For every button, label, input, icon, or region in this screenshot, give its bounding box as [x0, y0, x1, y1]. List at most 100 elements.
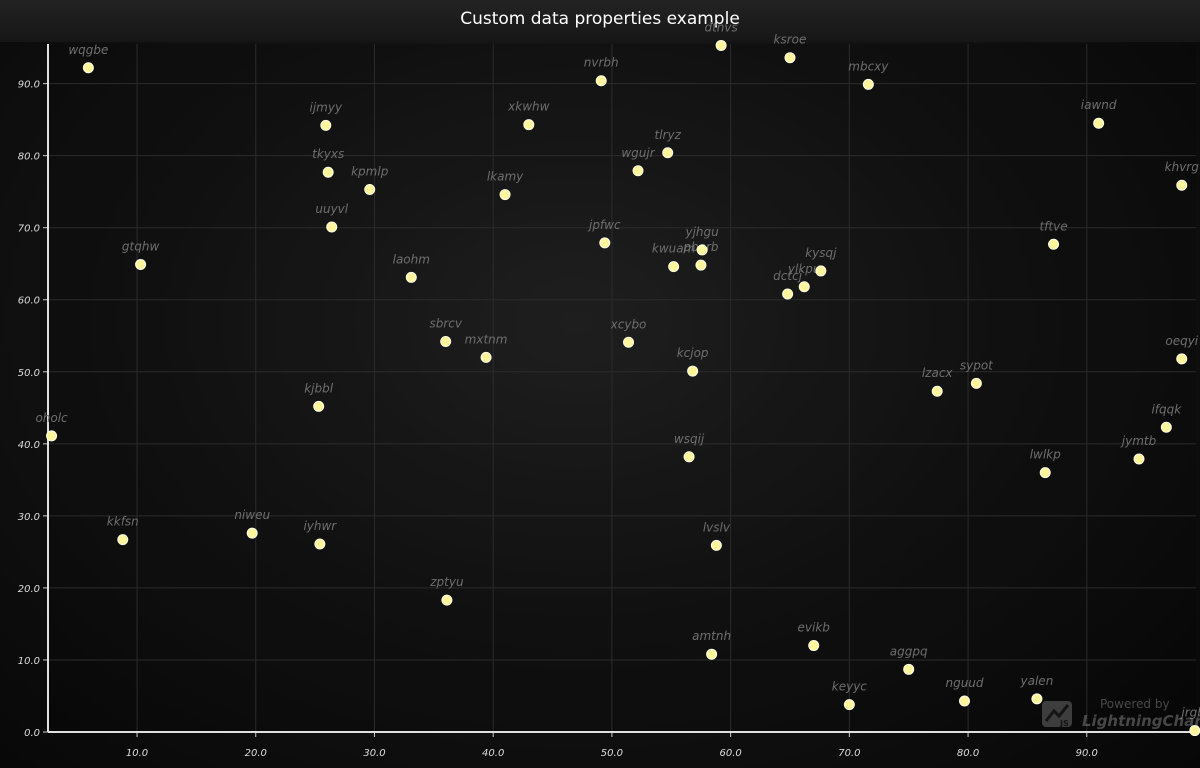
data-point [903, 663, 915, 675]
point-label: wsqij [674, 432, 705, 446]
point-label: laohm [393, 252, 430, 266]
point-label: niweu [234, 508, 270, 522]
data-point [595, 75, 607, 87]
data-point [364, 184, 376, 196]
data-point [782, 288, 794, 300]
data-point [696, 244, 708, 256]
point-label: xkwhw [507, 100, 549, 114]
data-point [117, 534, 129, 546]
point-label: nguud [945, 676, 983, 690]
data-point [808, 640, 820, 652]
data-point [499, 189, 511, 201]
y-tick-label: 60.0 [18, 296, 40, 307]
point-label: aggpq [890, 644, 928, 658]
point-label: lvslv [703, 520, 731, 534]
point-label: tftve [1039, 219, 1067, 233]
point-label: khvrg [1165, 160, 1200, 174]
point-label: jpfwc [587, 218, 621, 232]
point-label: jrgbl [1179, 706, 1200, 720]
data-point [931, 385, 943, 397]
chart-title: Custom data properties example [460, 9, 740, 29]
point-label: kpmlp [351, 165, 389, 179]
point-label: yjhgu [685, 225, 720, 239]
data-point [623, 336, 635, 348]
point-label: ifqqk [1151, 402, 1182, 416]
data-point [715, 39, 727, 51]
data-point [843, 699, 855, 711]
data-point [1048, 238, 1060, 250]
x-tick-label: 90.0 [1076, 748, 1098, 759]
point-label: ylkpu [787, 262, 821, 276]
point-label: kjbbl [304, 381, 334, 395]
point-label: keyyc [832, 680, 868, 694]
x-tick-label: 50.0 [601, 748, 623, 759]
y-tick-label: 30.0 [18, 512, 40, 523]
data-point [405, 271, 417, 283]
point-label: sbrcv [429, 317, 462, 331]
data-point [599, 237, 611, 249]
point-label: evikb [798, 621, 831, 635]
point-label: wqgbe [68, 43, 108, 57]
y-tick-label: 0.0 [24, 728, 40, 739]
x-tick-label: 80.0 [957, 748, 979, 759]
data-point [1031, 693, 1043, 705]
point-label: oholc [35, 411, 68, 425]
data-point [1176, 353, 1188, 365]
point-label: uuyvl [315, 202, 348, 216]
watermark-powered-text: Powered by [1100, 697, 1170, 711]
point-label: oeqyi [1165, 334, 1198, 348]
data-point [441, 594, 453, 606]
axes: 10.0 20.0 30.0 40.0 50.0 60.0 70.0 80.0 90.0 0.0 1… [18, 44, 1196, 759]
lightningchart-logo-icon: JS [1042, 701, 1072, 728]
y-tick-label: 10.0 [18, 656, 40, 667]
data-point [313, 400, 325, 412]
point-label: lwlkp [1030, 448, 1061, 462]
point-label: kkfsn [107, 515, 139, 529]
data-point [798, 281, 810, 293]
data-point [314, 538, 326, 550]
point-label: kwuam [652, 242, 695, 256]
title-bar: Custom data properties example [0, 0, 1200, 42]
data-point [668, 261, 680, 273]
data-point [246, 527, 258, 539]
point-label: kysqj [805, 246, 837, 260]
point-label: iyhwr [303, 519, 337, 533]
y-tick-label: 70.0 [18, 224, 40, 235]
point-labels: wqgbe dtnvs ksroe nvrbh mbcxy ijmyy xkwhw iawnd… [35, 20, 1200, 719]
point-label: jymtb [1120, 434, 1157, 448]
data-point [322, 166, 334, 178]
x-tick-label: 20.0 [245, 748, 267, 759]
point-label: kcjop [677, 346, 709, 360]
data-point [440, 336, 452, 348]
x-tick-label: 10.0 [126, 748, 148, 759]
data-point [706, 648, 718, 660]
data-point [959, 695, 971, 707]
data-point [135, 258, 147, 270]
point-label: mxtnm [465, 332, 508, 346]
x-tick-label: 60.0 [719, 748, 741, 759]
data-point [326, 221, 338, 233]
data-points [46, 39, 1200, 737]
x-tick-label: 40.0 [482, 748, 504, 759]
plot-area [48, 44, 1196, 732]
y-tick-label: 90.0 [18, 80, 40, 91]
data-point [1176, 179, 1188, 191]
data-point [82, 62, 94, 74]
data-point [687, 365, 699, 377]
data-point [862, 78, 874, 90]
point-label: ksroe [774, 33, 807, 47]
point-label: tkyxs [312, 147, 344, 161]
data-point [632, 165, 644, 177]
data-point [710, 539, 722, 551]
point-label: zptyu [429, 575, 464, 589]
grid-lines [48, 44, 1196, 733]
data-point [1160, 421, 1172, 433]
point-label: sypot [960, 358, 994, 372]
point-label: iawnd [1081, 98, 1117, 112]
data-point [815, 265, 827, 277]
lightningchart-watermark: JS Powered by LightningChart [1040, 697, 1200, 733]
data-point [662, 147, 674, 159]
x-tick-label: 30.0 [363, 748, 385, 759]
data-point [480, 351, 492, 363]
